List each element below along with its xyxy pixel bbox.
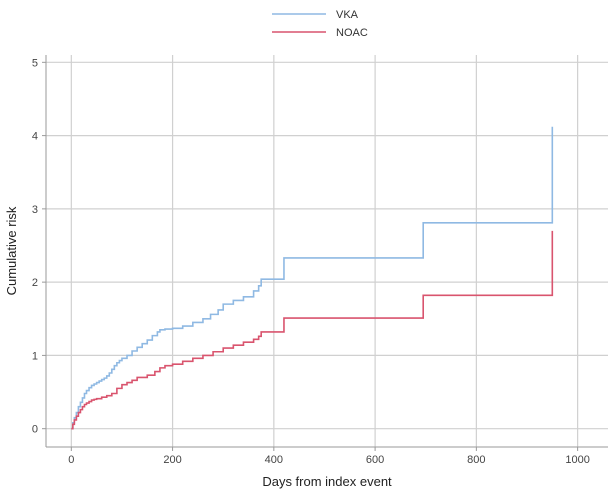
- legend-label-vka: VKA: [336, 9, 359, 21]
- y-tick-label: 2: [32, 277, 38, 289]
- y-tick-label: 3: [32, 204, 38, 216]
- x-axis-title: Days from index event: [262, 474, 392, 489]
- y-tick-label: 0: [32, 424, 38, 436]
- tick-labels: 0 200 400 600 800 1000 0 1 2 3 4 5: [32, 57, 590, 466]
- series-line-vka: [71, 126, 554, 430]
- x-tick-label: 0: [68, 454, 74, 466]
- x-tick-label: 1000: [565, 454, 589, 466]
- legend-label-noac: NOAC: [336, 27, 368, 39]
- grid: [46, 55, 608, 447]
- x-tick-label: 600: [366, 454, 384, 466]
- y-tick-label: 1: [32, 350, 38, 362]
- y-tick-label: 5: [32, 57, 38, 69]
- x-tick-label: 200: [163, 454, 181, 466]
- legend: VKA NOAC: [272, 9, 368, 39]
- y-tick-label: 4: [32, 131, 38, 143]
- x-tick-label: 800: [467, 454, 485, 466]
- series-line-noac: [71, 230, 554, 430]
- x-tick-label: 400: [265, 454, 283, 466]
- y-axis-title: Cumulative risk: [4, 206, 19, 295]
- axes: [42, 55, 608, 451]
- series-lines: [71, 126, 554, 430]
